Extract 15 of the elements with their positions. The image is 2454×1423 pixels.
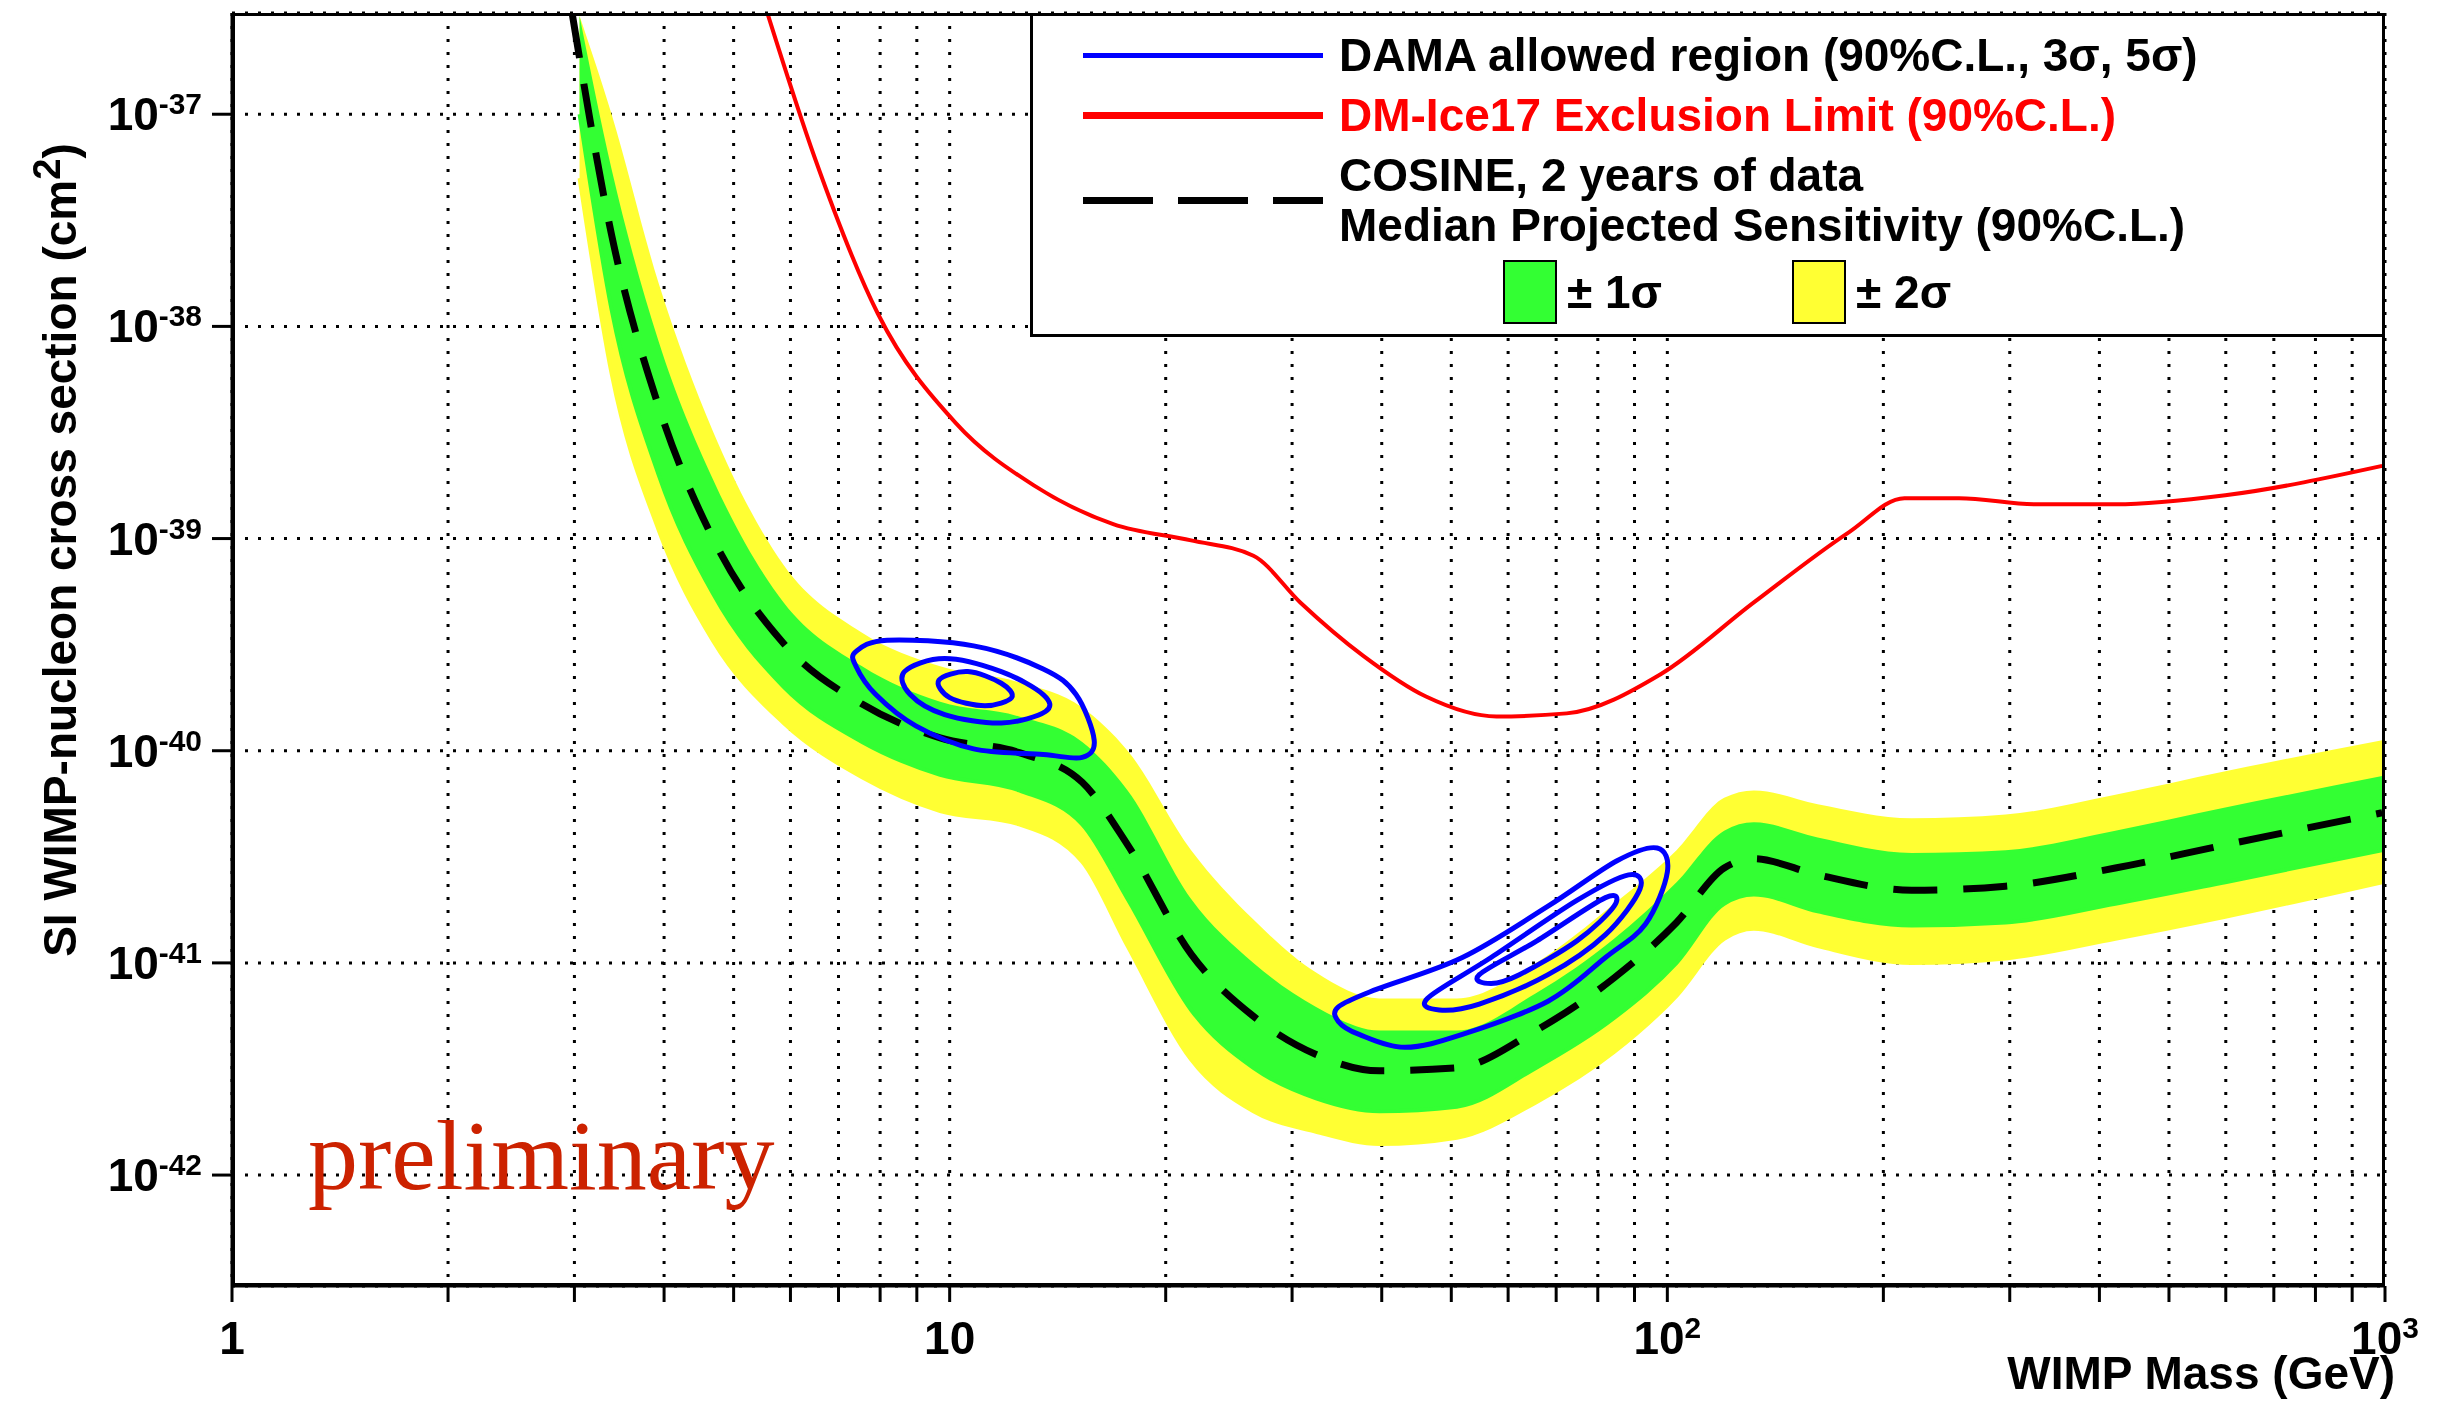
legend-label: ± 2σ — [1856, 265, 1952, 319]
x-tick-label: 10$^{2}$ — [1633, 1310, 1702, 1364]
x-tick-label: 1 — [219, 1312, 245, 1364]
legend-label: COSINE, 2 years of data Median Projected Sensitivity (90%C.L.) — [1339, 149, 2186, 251]
y-tick-label: 10$^{-37}$ — [107, 86, 202, 141]
y-tick-label: 10$^{-41}$ — [107, 935, 202, 989]
y-tick-label: 10$^{-42}$ — [107, 1147, 202, 1202]
text: DM-Ice17 Exclusion Limit (90%C.L.) — [1339, 89, 2117, 141]
y-tick-label: 10$^{-38}$ — [107, 298, 202, 353]
y-tick-label: 10$^{-39}$ — [107, 511, 202, 565]
x-tick-label: 10 — [924, 1312, 976, 1364]
annotation: preliminary — [308, 1099, 775, 1213]
legend-label: ± 1σ — [1567, 265, 1663, 319]
y-tick-label: 10$^{-40}$ — [107, 723, 202, 777]
annotation: DAMA allowed region (90%C.L., 3σ, 5σ) — [1339, 29, 2198, 81]
